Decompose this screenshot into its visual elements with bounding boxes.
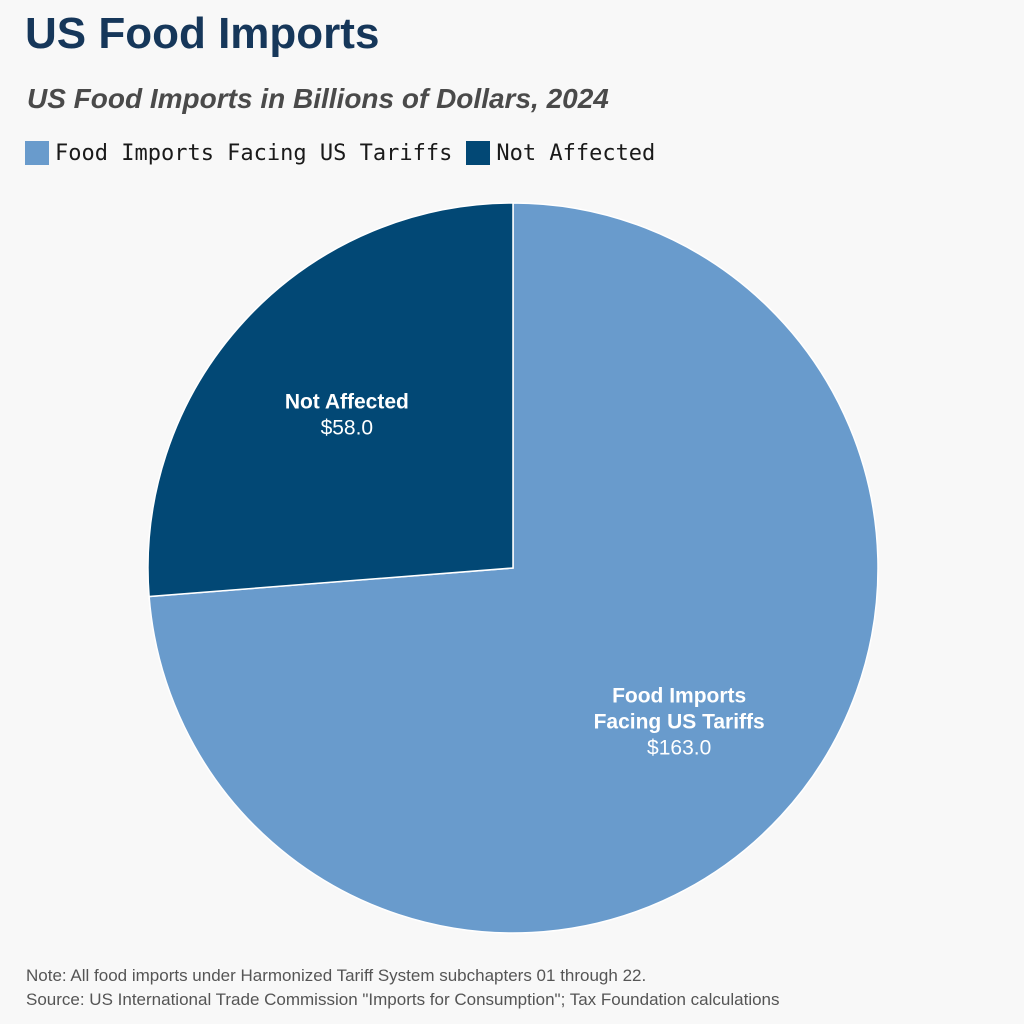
legend-item-tariffs: Food Imports Facing US Tariffs [25,141,452,166]
legend-swatch-not-affected [466,141,491,165]
slice-value-label: $58.0 [321,416,374,439]
chart-legend: Food Imports Facing US Tariffs Not Affec… [25,139,669,167]
slice-label-not-affected: Not Affected $58.0 [285,390,409,439]
slice-value-label: $163.0 [647,737,711,760]
legend-swatch-tariffs [25,141,49,165]
slice-name-label: Facing US Tariffs [594,711,765,734]
chart-footer: Note: All food imports under Harmonized … [26,964,780,1012]
pie-slice-not-affected [147,202,514,598]
slice-name-label: Not Affected [285,390,409,413]
chart-subtitle: US Food Imports in Billions of Dollars, … [27,83,609,114]
legend-label-not-affected: Not Affected [496,140,656,166]
footer-source: Source: US International Trade Commissio… [26,990,780,1009]
chart-title: US Food Imports [25,9,380,58]
slice-label-tariffs: Food Imports Facing US Tariffs $163.0 [594,685,765,760]
legend-item-not-affected: Not Affected [466,141,655,166]
legend-label-tariffs: Food Imports Facing US Tariffs [55,140,453,166]
footer-note: Note: All food imports under Harmonized … [26,966,647,985]
slice-name-label: Food Imports [612,685,746,708]
